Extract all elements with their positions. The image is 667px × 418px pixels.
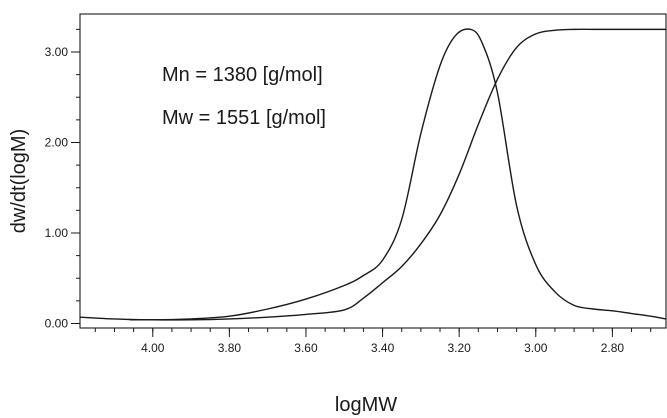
distribution-curve [79, 28, 667, 321]
y-tick-label: 2.00 [45, 135, 69, 149]
cumulative-curve [129, 28, 666, 321]
x-tick-label: 3.00 [524, 341, 548, 355]
y-axis-label: dw/dt(logM) [8, 129, 30, 233]
x-tick-label: 3.80 [218, 341, 242, 355]
plot-area: 4.00 3.80 3.60 3.40 3.20 3.00 2.80 0.00 1.00 2.00… [45, 13, 667, 355]
x-axis-label: logMW [335, 394, 397, 416]
y-tick-label: 3.00 [45, 45, 69, 59]
x-tick-label: 4.00 [141, 341, 165, 355]
y-tick-label: 0.00 [45, 316, 69, 330]
y-tick-label: 1.00 [45, 226, 69, 240]
x-tick-label: 2.80 [601, 341, 625, 355]
x-tick-label: 3.60 [294, 341, 318, 355]
mw-annotation: Mw = 1551 [g/mol] [162, 107, 326, 129]
plot-frame [79, 13, 667, 329]
x-tick-label: 3.40 [371, 341, 395, 355]
mn-annotation: Mn = 1380 [g/mol] [162, 64, 323, 86]
x-tick-label: 3.20 [447, 341, 471, 355]
